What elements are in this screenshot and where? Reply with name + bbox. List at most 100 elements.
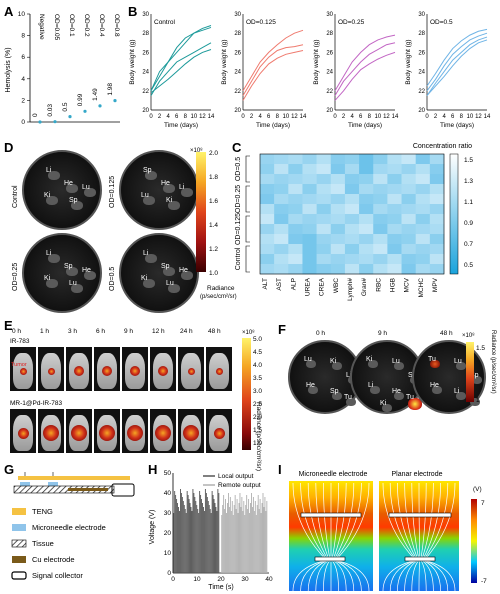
panel-e-colorbar-tick: 1.0: [253, 440, 263, 447]
panel-h-chart: Voltage (V) 0 10 20 30 40 0 10 20 30 40 50 Time (s…: [149, 470, 273, 591]
panel-b-xtick-label: 10: [375, 114, 382, 120]
panel-b-ytick-label: 20: [142, 108, 149, 114]
panel-c-cell: [415, 244, 431, 255]
panel-e-signal: [99, 425, 115, 441]
panel-i-colorbar-max: 7: [481, 500, 485, 507]
panel-label-d: D: [4, 140, 14, 155]
panel-i-colorbar-unit: (V): [473, 486, 482, 493]
panel-e-colorbar-tick: 5.0: [253, 336, 263, 343]
panel-g-diagram: TENG Microneedle electrode Tissue Cu electr…: [11, 472, 135, 580]
panel-b-xtick-label: 12: [199, 114, 206, 120]
panel-c-cell: [344, 164, 360, 175]
panel-a-ylabel: Hemolysis (%): [5, 47, 12, 92]
panel-b-ytick-label: 24: [234, 70, 241, 76]
panel-c-cell: [429, 194, 445, 205]
panel-e-colorbar: [242, 338, 251, 450]
panel-c-cell: [330, 164, 346, 175]
panel-c-cell: [359, 154, 374, 165]
panel-c-cell: [274, 234, 289, 245]
panel-c-cell: [344, 244, 360, 255]
panel-b-xtick-label: 10: [191, 114, 198, 120]
panel-b-xlabel: Time (days): [440, 122, 474, 129]
panel-i-field-line: [426, 560, 456, 592]
panel-c-cell: [401, 264, 416, 275]
panel-c-cell: [429, 254, 445, 265]
panel-c-cell: [387, 184, 402, 195]
panel-d-organ-label: Li: [143, 250, 149, 257]
panel-c-cell: [429, 224, 445, 235]
panel-c-col-label: CREA: [319, 277, 326, 296]
panel-d-organ-label: Sp: [64, 263, 73, 270]
panel-d-organ: [46, 279, 58, 288]
panel-i-title-planar: Planar electrode: [392, 471, 443, 478]
panel-i-colorbar: [471, 499, 477, 583]
panel-f-organ-label: Lu: [454, 358, 462, 365]
panel-d-colorbar-tick: 1.4: [209, 222, 219, 229]
panel-i-field-line: [397, 482, 417, 560]
panel-h-ytick-label: 40: [164, 490, 172, 497]
panel-f-time-label: 48 h: [440, 330, 453, 337]
panel-b-subplot-title: OD=0.5: [430, 19, 453, 26]
panel-c-cell: [415, 234, 431, 245]
panel-f-organ: [408, 398, 422, 410]
panel-b-ytick-label: 30: [326, 12, 333, 18]
panel-c-cell: [274, 264, 289, 275]
panel-c-cell: [330, 214, 346, 225]
panel-d-colorbar-label: Radiance: [207, 285, 235, 292]
panel-f-dish: TuLuSpHeLiKi: [412, 340, 486, 414]
panel-d-organ: [168, 201, 180, 210]
panel-b-ytick-label: 24: [326, 70, 333, 76]
panel-c-col-label: MPV: [432, 277, 439, 292]
panel-d-organ: [66, 267, 78, 276]
panel-c-cell: [359, 204, 374, 215]
panel-f-organ: [382, 404, 392, 412]
panel-d-dish: Li Sp He Ki Lu: [119, 233, 199, 313]
panel-d-organ: [168, 284, 180, 293]
panel-c-cell: [429, 204, 445, 215]
panel-h-xtick-label: 10: [193, 576, 201, 583]
panel-c-cell: [429, 264, 445, 275]
panel-b-ytick-label: 26: [326, 50, 333, 56]
panel-c-cell: [415, 174, 431, 185]
panel-b-ytick-label: 26: [418, 50, 425, 56]
panel-c-col-label: HGB: [389, 278, 396, 292]
panel-i-field-line: [300, 560, 326, 592]
panel-h-xtick-label: 20: [217, 576, 225, 583]
panel-c-cell: [401, 184, 416, 195]
panel-d-organ-label: Lu: [166, 280, 174, 287]
panel-c-cell: [359, 184, 374, 195]
panel-c-cell: [359, 264, 374, 275]
panel-c-colorbar-tick: 1.1: [464, 199, 473, 206]
panel-e-colorbar-label: Radiance (p/sec/cm²/sr): [255, 402, 262, 471]
panel-b-ytick-label: 30: [142, 12, 149, 18]
panel-c-cell: [302, 164, 317, 175]
panel-d-organ-label: Sp: [69, 197, 78, 204]
panel-b-xtick-label: 6: [175, 114, 179, 120]
panel-c-cell: [330, 174, 346, 185]
panel-c-cell: [387, 254, 402, 265]
panel-d-organ: [145, 254, 157, 263]
panel-c-cell: [344, 154, 360, 165]
panel-c-cell: [288, 154, 303, 165]
panel-c-cell: [415, 164, 431, 175]
panel-c-cell: [401, 254, 416, 265]
panel-i-field-line: [382, 482, 415, 560]
panel-c-cell: [330, 204, 346, 215]
panel-a-point: [53, 120, 57, 124]
panel-i-field-line: [338, 560, 370, 592]
panel-c-cell: [316, 184, 332, 195]
panel-c-cell: [344, 254, 360, 265]
panel-b-weight-line: [150, 25, 212, 92]
panel-a-value-label: 1.98: [107, 83, 114, 96]
panel-e-time-label: 24 h: [180, 328, 193, 335]
legend-remote-label: Remote output: [218, 482, 261, 489]
panel-b-xtick-label: 12: [475, 114, 482, 120]
panel-b-xtick-label: 14: [484, 114, 491, 120]
panel-a-ytick-label: 6: [21, 54, 25, 61]
panel-c-cell: [260, 164, 275, 175]
panel-c-cell: [401, 214, 416, 225]
panel-d-organ-label: Sp: [161, 263, 170, 270]
panel-d-organ: [181, 271, 193, 280]
panel-i-field-line: [389, 560, 415, 592]
